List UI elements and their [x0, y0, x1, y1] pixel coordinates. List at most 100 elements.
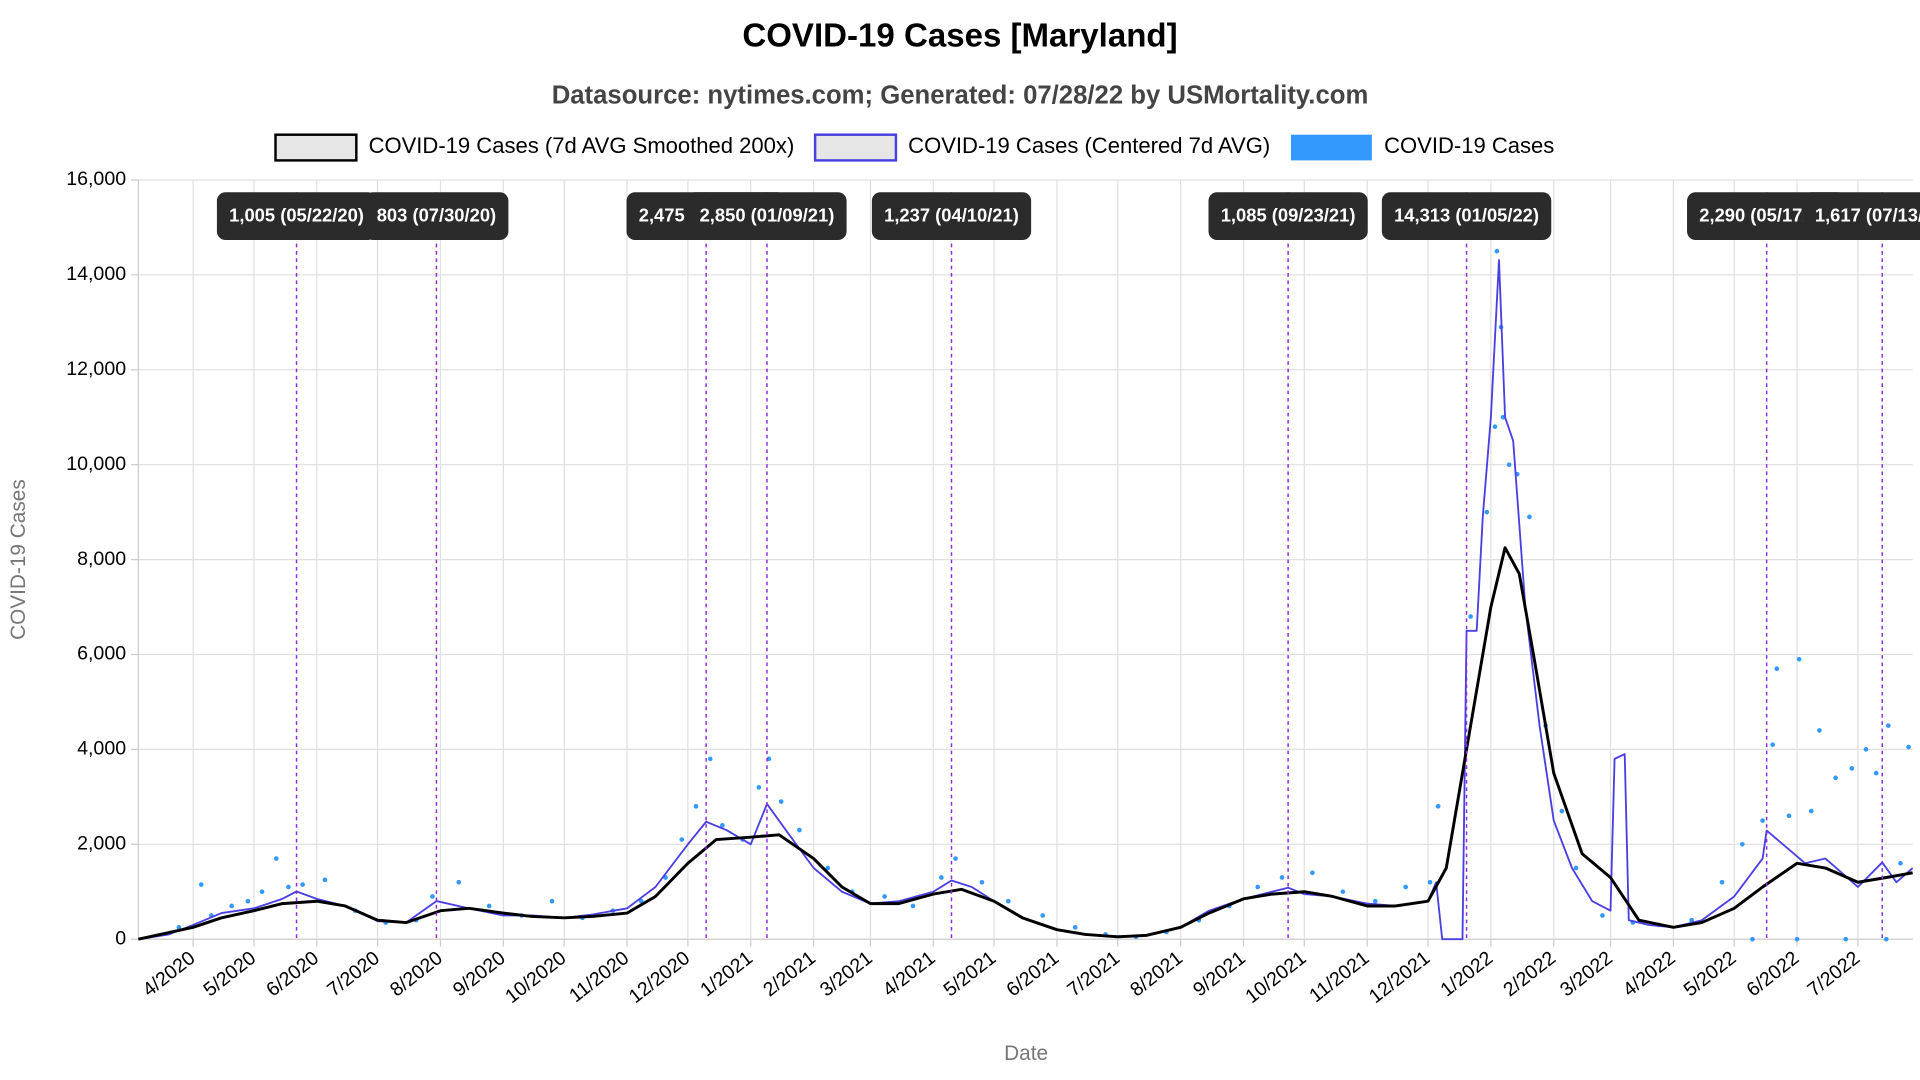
- x-tick-label: 6/2022: [1743, 947, 1804, 1001]
- data-point: [1885, 723, 1891, 728]
- x-tick-label: 4/2022: [1619, 947, 1680, 1001]
- y-tick-label: 2,000: [77, 832, 126, 854]
- data-point: [1573, 865, 1579, 871]
- data-point: [198, 882, 204, 887]
- data-point: [1427, 879, 1433, 885]
- x-tick-label: 6/2020: [262, 947, 323, 1001]
- data-point: [707, 756, 713, 762]
- x-tick-label: 5/2021: [940, 947, 1001, 1001]
- x-tick-label: 8/2020: [386, 947, 447, 1001]
- annotation: 1,237 (04/10/21): [871, 192, 1032, 240]
- data-point: [1849, 766, 1855, 771]
- data-point: [1435, 804, 1441, 809]
- data-point: [259, 889, 265, 895]
- data-point: [1883, 936, 1889, 942]
- data-point: [1833, 775, 1838, 781]
- x-tick-label: 9/2020: [449, 947, 510, 1001]
- annotation-label: 1,005 (05/22/20): [229, 205, 364, 226]
- series-line: [138, 259, 1914, 941]
- chart-subtitle: Datasource: nytimes.com; Generated: 07/2…: [552, 82, 1369, 110]
- x-tick-label: 10/2020: [501, 947, 570, 1008]
- x-tick-label: 8/2021: [1126, 947, 1187, 1001]
- data-point: [1527, 514, 1532, 520]
- annotation: 14,313 (01/05/22): [1381, 192, 1552, 240]
- data-point: [1796, 656, 1802, 662]
- data-point: [273, 856, 279, 861]
- x-tick-label: 4/2021: [879, 947, 940, 1001]
- data-point: [1492, 424, 1498, 430]
- data-point: [766, 756, 772, 762]
- data-point: [1719, 879, 1725, 885]
- x-tick-label: 11/2020: [565, 947, 633, 1007]
- data-point: [1494, 248, 1500, 254]
- data-point: [1906, 744, 1911, 750]
- annotation: 1,005 (05/22/20): [216, 192, 377, 240]
- x-tick-label: 3/2021: [816, 947, 877, 1001]
- x-tick-label: 4/2020: [139, 947, 200, 1001]
- data-point: [910, 903, 916, 909]
- x-tick-label: 2/2021: [759, 947, 820, 1001]
- x-tick-label: 1/2022: [1436, 947, 1497, 1001]
- annotation: 1,085 (09/23/21): [1208, 192, 1368, 240]
- data-point: [1600, 913, 1605, 918]
- annotation-box: [216, 192, 377, 240]
- data-point: [1863, 747, 1869, 752]
- x-tick-label: 12/2021: [1365, 947, 1434, 1008]
- data-point: [1808, 808, 1814, 814]
- data-point: [1817, 728, 1822, 733]
- legend-swatch: [1291, 134, 1372, 161]
- data-point: [1468, 614, 1473, 619]
- data-point: [1770, 742, 1776, 747]
- annotation-box: [1208, 192, 1368, 240]
- annotation-label: 1,617 (07/13/22): [1815, 205, 1920, 226]
- data-point: [756, 785, 762, 790]
- data-point: [1559, 808, 1565, 814]
- data-point: [300, 882, 305, 887]
- x-tick-label: 11/2021: [1305, 947, 1373, 1007]
- y-axis-title: COVID-19 Cases: [7, 479, 30, 640]
- annotation-label: 2,290 (05/17/22): [1699, 205, 1834, 226]
- x-tick-label: 7/2021: [1063, 947, 1124, 1001]
- annotation-label: 14,313 (01/05/22): [1394, 205, 1539, 226]
- x-tick-label: 2/2022: [1499, 947, 1560, 1001]
- data-point: [882, 894, 887, 899]
- data-point: [797, 827, 802, 833]
- data-point: [322, 877, 328, 883]
- annotation: 1,617 (07/13/22): [1802, 192, 1920, 240]
- x-tick-label: 6/2021: [1002, 947, 1063, 1001]
- data-point: [720, 822, 725, 828]
- series-line: [138, 546, 1913, 941]
- annotation-label: 803 (07/30/20): [377, 205, 496, 226]
- legend-swatch: [813, 133, 898, 162]
- annotation-box: [1802, 192, 1920, 240]
- y-tick-label: 14,000: [66, 263, 126, 285]
- data-point: [1040, 913, 1046, 918]
- data-point: [953, 856, 958, 861]
- x-tick-label: 7/2020: [323, 947, 384, 1001]
- data-point: [1403, 884, 1409, 890]
- data-point: [1372, 898, 1378, 904]
- data-point: [1760, 818, 1765, 823]
- data-point: [1072, 924, 1078, 930]
- legend-label: COVID-19 Cases (Centered 7d AVG): [908, 133, 1270, 158]
- data-point: [176, 924, 182, 930]
- data-point: [1255, 884, 1261, 890]
- data-point: [1279, 875, 1285, 880]
- y-tick-label: 4,000: [77, 738, 126, 760]
- data-point: [229, 903, 234, 909]
- data-point: [693, 804, 699, 809]
- annotation: 803 (07/30/20): [364, 192, 509, 240]
- data-point: [486, 903, 492, 909]
- data-point: [1310, 870, 1315, 876]
- annotation-label: 2,850 (01/09/21): [700, 205, 835, 226]
- data-point: [456, 879, 462, 885]
- y-tick-label: 8,000: [77, 548, 126, 570]
- x-tick-label: 7/2022: [1803, 947, 1864, 1001]
- annotation: 2,850 (01/09/21): [687, 192, 847, 240]
- y-tick-label: 6,000: [77, 643, 126, 665]
- data-point: [778, 799, 784, 804]
- data-point: [1843, 936, 1849, 942]
- data-point: [1774, 666, 1780, 672]
- data-point: [1873, 770, 1879, 776]
